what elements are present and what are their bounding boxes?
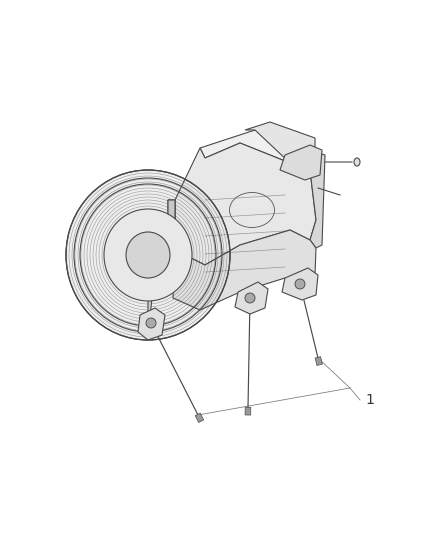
Ellipse shape [146,318,156,328]
Polygon shape [138,308,165,340]
Polygon shape [235,282,268,314]
Ellipse shape [295,279,305,289]
Ellipse shape [245,293,255,303]
Polygon shape [245,407,251,415]
Polygon shape [200,130,315,170]
Ellipse shape [104,209,192,301]
Polygon shape [175,143,316,265]
Polygon shape [310,152,325,248]
Ellipse shape [354,158,360,166]
Ellipse shape [126,232,170,278]
Polygon shape [245,122,315,163]
Polygon shape [280,145,322,180]
Polygon shape [282,268,318,300]
Ellipse shape [66,170,230,340]
Polygon shape [148,200,175,340]
Polygon shape [195,413,204,423]
Polygon shape [173,230,316,310]
Polygon shape [168,200,175,250]
Text: 1: 1 [365,393,374,407]
Polygon shape [315,357,322,366]
